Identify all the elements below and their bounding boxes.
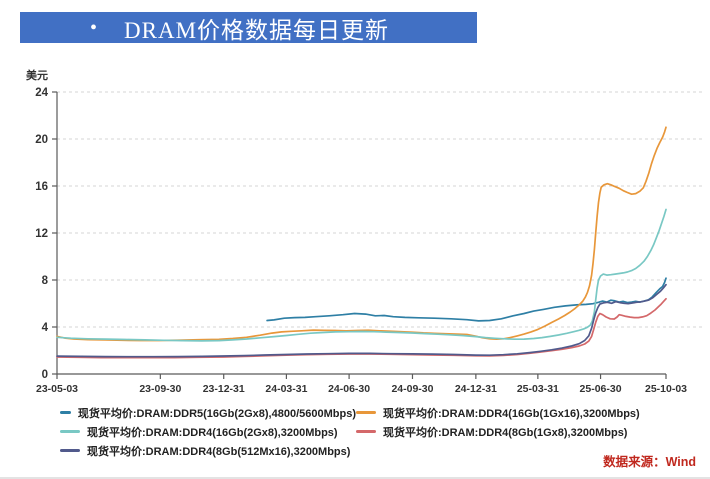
series-line-1 bbox=[56, 126, 667, 342]
legend-label: 现货平均价:DRAM:DDR4(8Gb(1Gx8),3200Mbps) bbox=[383, 426, 628, 439]
legend-label: 现货平均价:DRAM:DDR4(16Gb(2Gx8),3200Mbps) bbox=[87, 426, 338, 439]
data-source-note: 数据来源：Wind bbox=[603, 455, 696, 469]
y-tick-label: 8 bbox=[42, 275, 49, 287]
legend-label: 现货平均价:DRAM:DDR5(16Gb(2Gx8),4800/5600Mbps… bbox=[77, 407, 356, 420]
x-tick-label: 24-12-31 bbox=[455, 383, 497, 395]
series-line-0 bbox=[266, 277, 667, 322]
y-tick-label: 0 bbox=[42, 369, 48, 381]
legend-swatch-icon bbox=[60, 449, 80, 452]
series-line-2 bbox=[56, 208, 667, 342]
legend-item: 现货平均价:DRAM:DDR4(16Gb(2Gx8),3200Mbps) bbox=[60, 424, 356, 440]
page-title: DRAM价格数据每日更新 bbox=[124, 17, 390, 43]
slide-title-banner: • DRAM价格数据每日更新 bbox=[20, 12, 477, 43]
legend-item: 现货平均价:DRAM:DDR5(16Gb(2Gx8),4800/5600Mbps… bbox=[60, 405, 356, 421]
chart-legend: 现货平均价:DRAM:DDR5(16Gb(2Gx8),4800/5600Mbps… bbox=[60, 403, 705, 460]
dram-price-line-chart: 0 4 8 12 16 20 24 23-05-03 23-09-30 23-12-31 24-03… bbox=[35, 87, 702, 395]
y-tick-label: 20 bbox=[35, 134, 48, 146]
y-tick-label: 16 bbox=[35, 181, 48, 193]
x-tick-label: 25-06-30 bbox=[580, 383, 622, 395]
legend-row: 现货平均价:DRAM:DDR5(16Gb(2Gx8),4800/5600Mbps… bbox=[60, 403, 705, 422]
legend-label: 现货平均价:DRAM:DDR4(16Gb(1Gx16),3200Mbps) bbox=[383, 407, 640, 420]
x-tick-label: 23-05-03 bbox=[36, 383, 78, 395]
x-tick-label: 23-09-30 bbox=[139, 383, 181, 395]
x-tick-label: 23-12-31 bbox=[203, 383, 245, 395]
legend-row: 现货平均价:DRAM:DDR4(8Gb(512Mx16),3200Mbps) bbox=[60, 441, 705, 460]
legend-label: 现货平均价:DRAM:DDR4(8Gb(512Mx16),3200Mbps) bbox=[87, 445, 351, 458]
y-tick-label: 12 bbox=[35, 228, 48, 240]
y-tick-label: 24 bbox=[35, 87, 48, 99]
legend-item: 现货平均价:DRAM:DDR4(8Gb(1Gx8),3200Mbps) bbox=[356, 424, 627, 440]
y-axis-unit-label: 美元 bbox=[26, 70, 48, 82]
x-tick-label: 25-03-31 bbox=[517, 383, 559, 395]
x-tick-label: 24-03-31 bbox=[265, 383, 307, 395]
x-tick-label: 24-06-30 bbox=[328, 383, 370, 395]
legend-item: 现货平均价:DRAM:DDR4(16Gb(1Gx16),3200Mbps) bbox=[356, 405, 640, 421]
series-line-4 bbox=[56, 283, 667, 358]
y-tick-label: 4 bbox=[42, 322, 49, 334]
bullet-icon: • bbox=[90, 16, 98, 39]
legend-swatch-icon bbox=[356, 430, 376, 433]
legend-swatch-icon bbox=[60, 411, 71, 414]
x-tick-label: 25-10-03 bbox=[645, 383, 687, 395]
legend-row: 现货平均价:DRAM:DDR4(16Gb(2Gx8),3200Mbps) 现货平均… bbox=[60, 422, 705, 441]
legend-swatch-icon bbox=[356, 411, 376, 414]
legend-swatch-icon bbox=[60, 430, 80, 433]
x-tick-label: 24-09-30 bbox=[391, 383, 433, 395]
legend-item: 现货平均价:DRAM:DDR4(8Gb(512Mx16),3200Mbps) bbox=[60, 443, 356, 459]
series-line-3 bbox=[56, 297, 667, 359]
